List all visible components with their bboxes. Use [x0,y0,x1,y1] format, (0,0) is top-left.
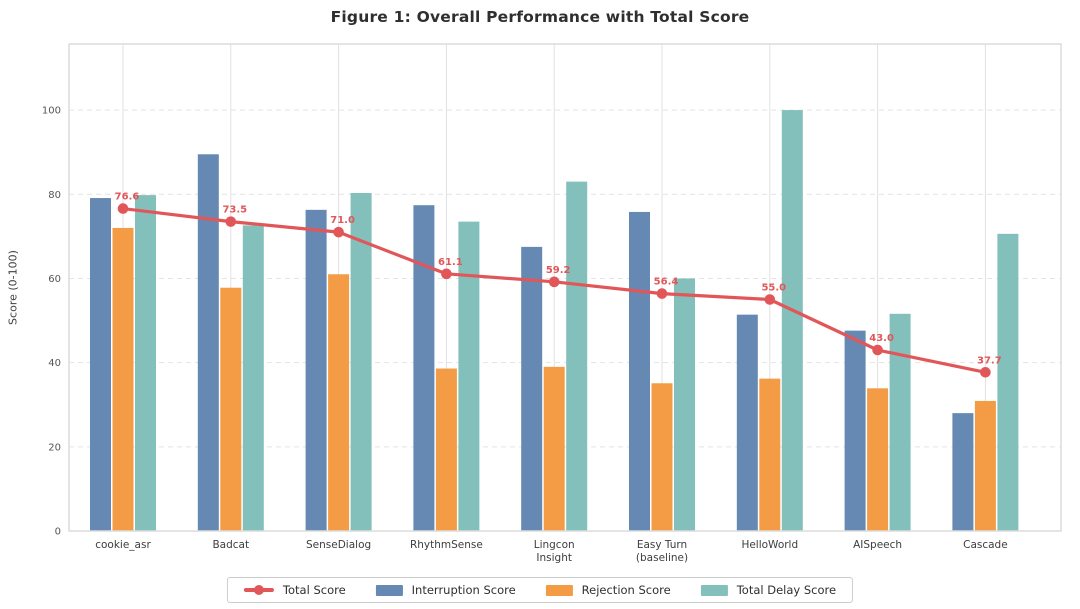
total-score-dot-icon [253,584,264,595]
rejection-score-bar [974,400,996,531]
total-delay-score-bar [674,278,695,531]
total-score-point [225,216,237,227]
total-delay-score-swatch-icon [700,584,728,596]
x-tick-label: Lingcon Insight [534,539,575,564]
x-tick-label: HelloWorld [741,539,798,551]
x-tick-label: RhythmSense [410,539,483,551]
interruption-score-bar [629,211,650,531]
y-tick-label: 80 [48,190,61,201]
rejection-score-bar [651,383,673,531]
total-score-point [117,203,129,214]
total-score-value-label: 59.2 [546,265,571,276]
total-score-value-label: 56.4 [654,277,679,288]
y-tick-label: 20 [48,442,61,453]
y-tick-label: 100 [42,106,61,117]
total-score-point [980,367,991,378]
total-score-point [548,276,560,288]
total-score-point [441,268,452,280]
rejection-score-bar [759,378,781,531]
x-tick-label: SenseDialog [306,539,371,551]
legend-item-total-delay-score: Total Delay Score [700,583,837,597]
interruption-score-bar [736,314,758,531]
legend: Total Score Interruption Score Rejection… [226,577,854,603]
total-delay-score-bar [135,195,156,532]
x-tick-label: Cascade [963,539,1008,551]
total-score-value-label: 61.1 [438,257,463,268]
rejection-score-bar [220,287,242,531]
legend-item-total-score: Total Score [243,583,346,597]
total-score-value-label: 37.7 [977,355,1002,366]
legend-label: Interruption Score [411,583,516,597]
total-score-value-label: 71.0 [330,215,355,226]
interruption-score-bar [413,205,435,532]
total-delay-score-bar [350,193,372,531]
total-score-value-label: 76.6 [115,192,140,203]
total-score-value-label: 55.0 [761,282,786,293]
interruption-score-bar [844,330,866,531]
interruption-score-swatch-icon [375,584,403,596]
interruption-score-bar [521,246,543,531]
rejection-score-bar [328,274,350,531]
total-score-value-label: 43.0 [869,333,894,344]
total-score-point [656,288,668,299]
total-score-value-label: 73.5 [222,205,247,216]
rejection-score-bar [435,368,457,531]
interruption-score-bar [90,198,111,532]
interruption-score-bar [197,154,219,531]
interruption-score-bar [305,209,327,531]
x-tick-label: AISpeech [853,539,902,551]
rejection-score-bar [867,388,889,531]
legend-label: Total Score [282,583,346,597]
chart-title: Figure 1: Overall Performance with Total… [330,8,750,26]
x-tick-label: cookie_asr [95,539,151,551]
total-score-point [872,344,883,356]
total-delay-score-bar [566,181,588,531]
total-delay-score-bar [889,313,911,531]
rejection-score-bar [112,227,134,531]
rejection-score-swatch-icon [545,584,573,596]
x-tick-label: Easy Turn (baseline) [636,539,688,564]
interruption-score-bar [952,413,974,531]
total-delay-score-bar [781,110,803,532]
plot-border [68,43,1062,532]
total-delay-score-bar [997,233,1019,531]
y-tick-label: 40 [48,358,61,369]
rejection-score-bar [543,366,565,531]
total-score-point [333,226,344,238]
y-tick-label: 60 [48,274,61,285]
legend-label: Total Delay Score [736,583,837,597]
legend-label: Rejection Score [581,583,671,597]
y-tick-label: 0 [55,527,61,538]
total-score-point [764,294,776,305]
legend-item-interruption-score: Interruption Score [375,583,516,597]
x-tick-label: Badcat [212,539,249,551]
legend-item-rejection-score: Rejection Score [545,583,671,597]
total-delay-score-bar [458,221,480,531]
total-score-line-marker-icon [243,584,274,595]
total-delay-score-bar [242,225,264,532]
